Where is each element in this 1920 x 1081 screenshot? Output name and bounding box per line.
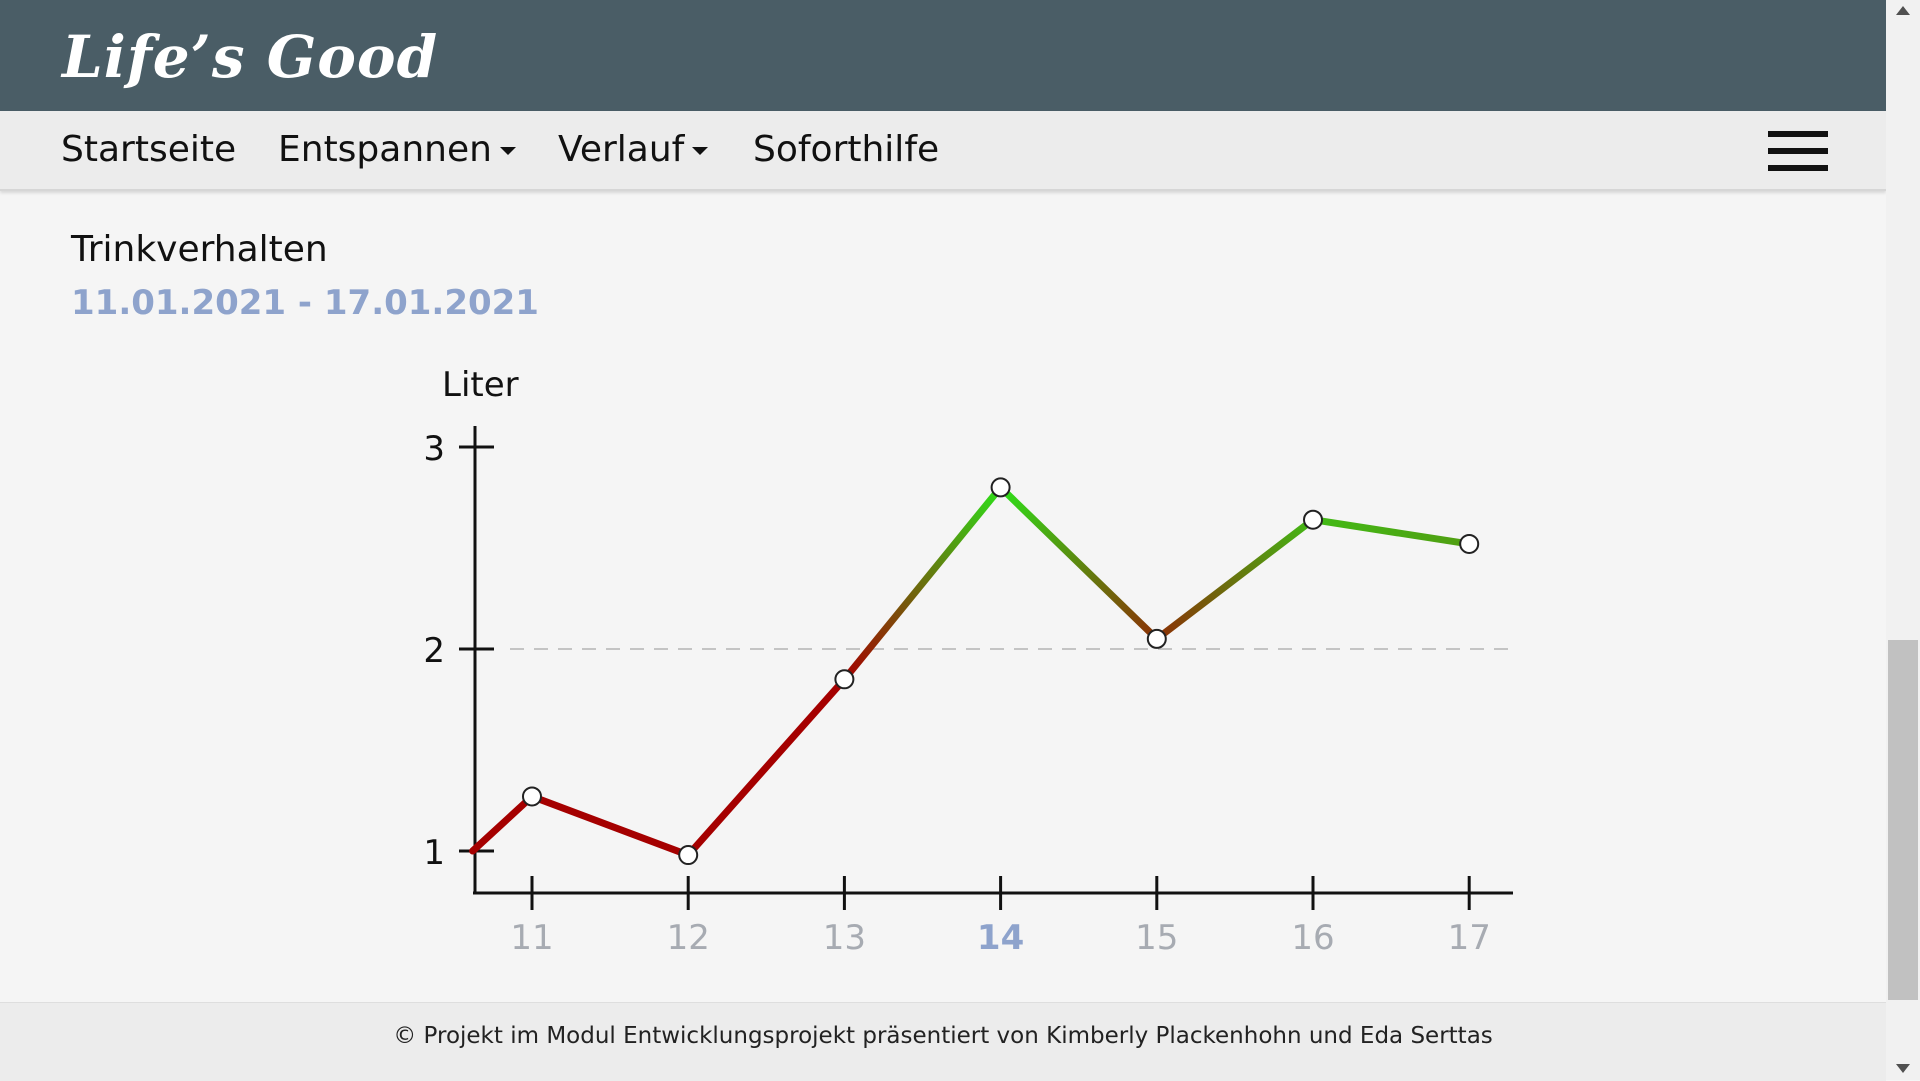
y-axis-label: Liter	[442, 365, 519, 405]
y-tick-label: 2	[423, 631, 445, 671]
x-tick-label: 15	[1135, 918, 1178, 958]
caret-down-icon	[499, 147, 516, 155]
x-tick-label: 17	[1448, 918, 1491, 958]
nav-item-entspannen[interactable]: Entspannen	[278, 129, 516, 171]
app-header: Life’s Good	[0, 0, 1886, 111]
date-range: 11.01.2021 - 17.01.2021	[71, 283, 539, 323]
data-point[interactable]	[990, 477, 1011, 498]
data-point[interactable]	[1459, 533, 1480, 554]
series-line-segment	[1309, 516, 1473, 548]
hamburger-bar	[1768, 131, 1828, 137]
footer-text: © Projekt im Modul Entwicklungsprojekt p…	[393, 1023, 1493, 1049]
y-tick-label: 3	[423, 429, 445, 469]
series-line-segment	[684, 675, 848, 859]
data-point[interactable]	[1303, 509, 1323, 530]
nav-item-label: Verlauf	[558, 129, 685, 170]
y-tick-label: 1	[423, 833, 445, 873]
nav-item-label: Entspannen	[278, 129, 492, 170]
page-title: Trinkverhalten	[71, 229, 328, 270]
series-line-segment	[840, 483, 1005, 683]
x-tick-label: 11	[510, 918, 553, 958]
brand-logo[interactable]: Life’s Good	[62, 23, 439, 91]
hamburger-bar	[1768, 148, 1828, 154]
x-tick-label: 14	[977, 918, 1024, 958]
hamburger-icon[interactable]	[1768, 129, 1828, 173]
caret-down-icon	[692, 147, 709, 155]
data-point[interactable]	[522, 786, 542, 807]
main-nav: Startseite Entspannen Verlauf Soforthilf…	[0, 111, 1886, 191]
nav-item-verlauf[interactable]: Verlauf	[558, 129, 709, 171]
scroll-up-icon[interactable]	[1896, 6, 1910, 15]
hamburger-bar	[1768, 165, 1828, 171]
nav-item-soforthilfe[interactable]: Soforthilfe	[753, 129, 939, 171]
x-tick-label: 16	[1291, 918, 1334, 958]
x-tick-label: 12	[667, 918, 710, 958]
series-line-segment	[997, 483, 1161, 643]
nav-item-label: Soforthilfe	[753, 129, 940, 170]
data-point[interactable]	[834, 669, 855, 690]
series-line-segment	[528, 792, 692, 859]
drinking-chart: Liter 123 11 12 13 14 15 16 17	[423, 365, 1515, 958]
footer: © Projekt im Modul Entwicklungsprojekt p…	[0, 1002, 1886, 1081]
data-point[interactable]	[1146, 628, 1167, 649]
data-point[interactable]	[678, 845, 699, 866]
series-line-segment	[1153, 516, 1317, 643]
scroll-thumb[interactable]	[1888, 640, 1918, 1000]
nav-item-label: Startseite	[61, 129, 237, 170]
scroll-down-icon[interactable]	[1896, 1064, 1910, 1073]
scrollbar[interactable]	[1886, 0, 1920, 1080]
nav-item-startseite[interactable]: Startseite	[61, 129, 236, 171]
series-line-segment	[469, 792, 536, 855]
x-tick-label: 13	[823, 918, 866, 958]
